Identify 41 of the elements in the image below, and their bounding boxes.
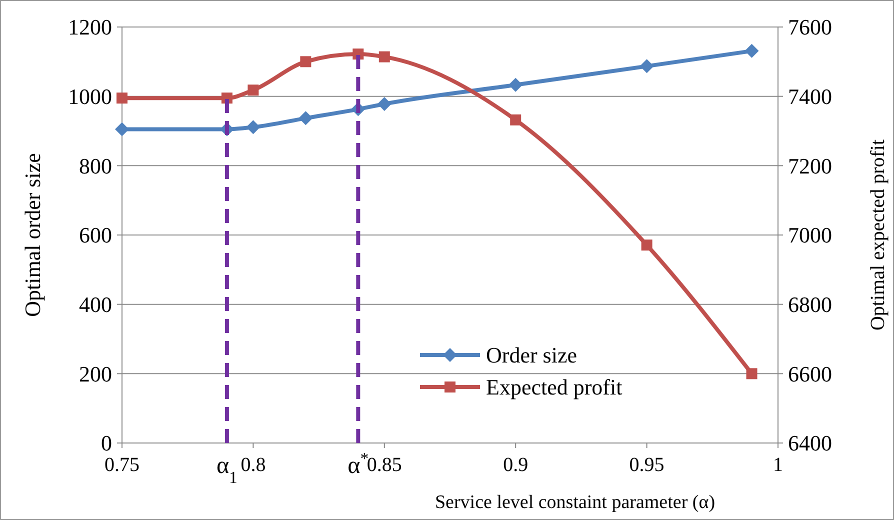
point bbox=[641, 240, 652, 251]
y2-axis-title: Optimal expected profit bbox=[867, 139, 889, 331]
point bbox=[640, 59, 654, 74]
ref-line-label: α$^{*}$ bbox=[348, 448, 369, 479]
point bbox=[300, 56, 312, 68]
point bbox=[115, 122, 129, 136]
x-tick-label: 0.85 bbox=[366, 454, 402, 476]
y2-tick-label: 6400 bbox=[788, 430, 832, 456]
point bbox=[246, 120, 260, 134]
point bbox=[746, 368, 758, 380]
ref-line-label: α$_{1}$ bbox=[216, 453, 238, 486]
point bbox=[298, 111, 313, 126]
y-tick-label: 800 bbox=[79, 153, 112, 178]
y2-tick-label: 7200 bbox=[788, 153, 832, 178]
point bbox=[116, 92, 128, 104]
x-tick-label: 0.8 bbox=[240, 454, 266, 476]
x-tick-label: 0.9 bbox=[503, 454, 528, 476]
y-tick-label: 600 bbox=[79, 222, 112, 248]
x-tick-label: 1 bbox=[773, 454, 783, 476]
y-axis-title: Optimal order size bbox=[20, 153, 45, 317]
point bbox=[744, 44, 759, 58]
point bbox=[378, 51, 390, 62]
y-tick-label: 1200 bbox=[68, 14, 112, 40]
y2-tick-label: 6600 bbox=[788, 361, 832, 386]
legend-label: Order size bbox=[486, 342, 578, 368]
y2-tick-label: 7400 bbox=[788, 84, 832, 110]
x-axis-title: Service level constaint parameter (α) bbox=[434, 492, 716, 513]
y2-tick-label: 7600 bbox=[788, 14, 832, 40]
point bbox=[508, 78, 523, 92]
x-tick-label: 0.95 bbox=[629, 454, 664, 476]
y-tick-label: 0 bbox=[101, 430, 112, 456]
y2-tick-label: 7000 bbox=[788, 222, 832, 248]
point bbox=[377, 96, 392, 111]
x-tick-label: 0.75 bbox=[104, 454, 140, 476]
y-tick-label: 1000 bbox=[68, 84, 112, 110]
point bbox=[248, 84, 259, 96]
y2-tick-label: 6800 bbox=[788, 292, 832, 318]
y-tick-label: 400 bbox=[79, 292, 112, 318]
legend-label: Expected profit bbox=[486, 374, 622, 400]
point bbox=[510, 114, 522, 126]
y-tick-label: 200 bbox=[79, 361, 112, 386]
